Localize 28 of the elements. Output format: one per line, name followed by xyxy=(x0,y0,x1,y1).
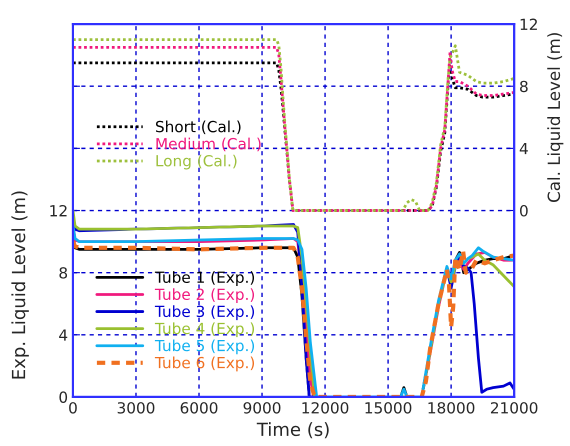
legend-label: Medium (Cal.) xyxy=(156,138,261,152)
x-tick-label: 9000 xyxy=(244,402,280,414)
x-tick-label: 12000 xyxy=(302,402,348,414)
x-tick-label: 6000 xyxy=(180,402,218,414)
x-axis-title: Time (s) xyxy=(256,422,329,438)
x-tick-label: 18000 xyxy=(428,402,474,414)
legend-label: Tube 1 (Exp.) xyxy=(154,271,254,286)
y2-tick-label: 4 xyxy=(520,143,528,154)
y-tick-label: 0 xyxy=(59,391,68,403)
x-tick-label: 15000 xyxy=(365,402,412,414)
legend-label: Tube 4 (Exp.) xyxy=(154,322,254,338)
y2-axis-title: Cal. Liquid Level (m) xyxy=(547,33,564,202)
x-tick-label: 21000 xyxy=(490,402,538,414)
y2-tick-label: 8 xyxy=(520,80,528,92)
legend-label: Short (Cal.) xyxy=(156,120,241,134)
y2-tick-label: 12 xyxy=(520,18,537,30)
x-tick-label: 0 xyxy=(69,402,77,414)
legend-label: Tube 6 (Exp.) xyxy=(154,356,254,372)
y-tick-label: 12 xyxy=(50,204,67,216)
x-tick-label: 3000 xyxy=(118,402,154,414)
y-tick-label: 4 xyxy=(59,329,68,341)
legend-label: Tube 5 (Exp.) xyxy=(154,339,254,354)
y-tick-label: 8 xyxy=(59,267,68,279)
legend-label: Tube 2 (Exp.) xyxy=(154,288,254,304)
y-axis-title: Exp. Liquid Level (m) xyxy=(11,191,29,378)
legend-label: Tube 3 (Exp.) xyxy=(154,305,254,320)
y2-tick-label: 0 xyxy=(520,204,528,217)
legend-label: Long (Cal.) xyxy=(156,154,237,170)
